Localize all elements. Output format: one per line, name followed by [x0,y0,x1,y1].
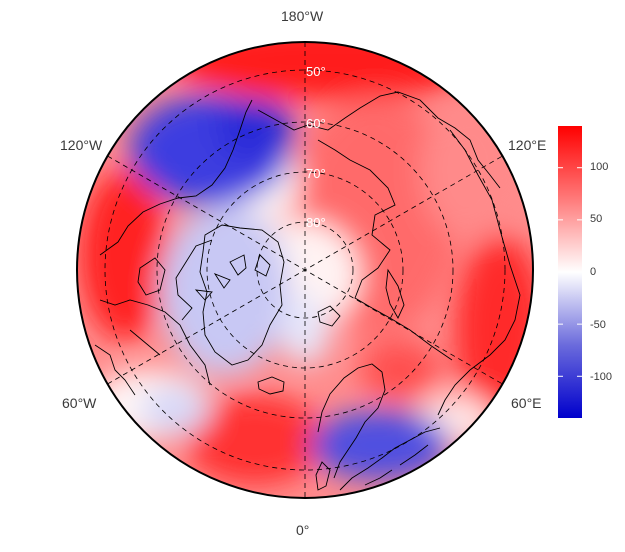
greenland-coast [199,224,285,366]
novaya-zemlya [385,268,405,319]
map-boundary [76,41,534,499]
lat-circle-60 [156,121,454,419]
anomaly-field [77,42,533,498]
uk-coast [315,461,331,491]
lon-label-120w: 120°W [60,137,103,153]
europe-mainland [339,427,441,491]
svalbard [317,305,341,327]
colorbar-tick-label: -100 [590,371,613,383]
lon-label-120e: 120°E [508,137,547,153]
colorbar-tick-label: 0 [590,266,597,278]
lon-label-60w: 60°W [62,395,97,411]
iceland [257,376,285,395]
lon-label-180w: 180°W [281,8,324,24]
canadian-archipelago [175,239,271,321]
siberia-coast [317,139,453,361]
meridian-120w-60e [107,155,503,385]
lat-label-80: 80° [306,215,326,230]
lon-label-0: 0° [296,522,310,538]
lat-circle-50 [104,69,506,471]
colorbar-tick-marks [558,167,582,377]
hudson-bay [137,257,166,296]
russia-interior-borders [437,129,521,416]
lon-label-60e: 60°E [511,395,542,411]
colorbar-tick-label: -50 [590,319,606,331]
colorbar-tick-label: 100 [590,161,609,173]
coastlines [94,91,521,491]
scandinavia [317,363,386,479]
lat-label-50: 50° [306,64,326,79]
graticule [104,42,506,498]
east-siberia-coast [257,91,501,189]
colorbar-tick-label: 50 [590,213,603,225]
lat-label-60: 60° [306,116,326,131]
north-america-coast [94,99,253,396]
lat-label-70: 70° [306,166,326,181]
